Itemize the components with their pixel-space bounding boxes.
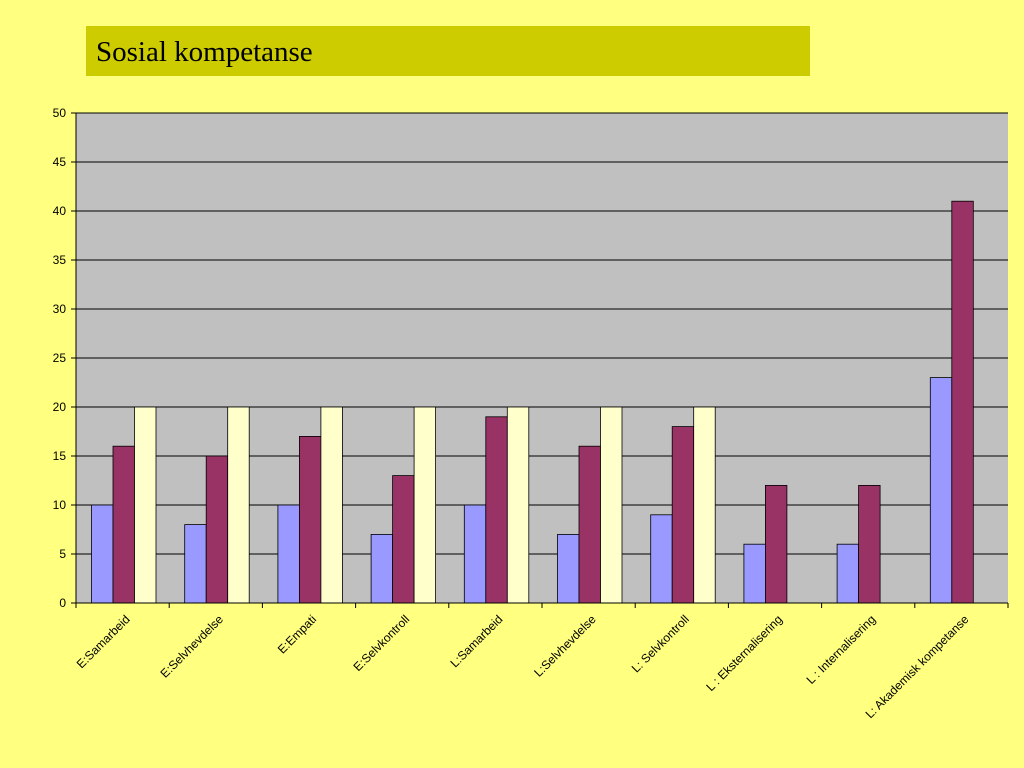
x-tick-label: E:Selvkontroll [351, 612, 413, 674]
y-tick-label: 10 [53, 498, 67, 512]
bar [298, 435, 322, 604]
bar [836, 543, 859, 604]
bar [277, 504, 300, 604]
bar [743, 543, 766, 604]
y-tick-label: 25 [53, 351, 67, 365]
x-tick-label: L : Eksternalisering [703, 612, 785, 694]
x-tick-label: L:Samarbeid [448, 612, 506, 670]
bar [320, 406, 343, 604]
y-tick-label: 40 [53, 204, 67, 218]
bar [392, 475, 415, 604]
bar [112, 445, 135, 604]
bar [671, 426, 695, 604]
bar [227, 406, 250, 604]
x-tick-label: E:Samarbeid [74, 612, 133, 671]
bar [205, 455, 229, 604]
bar [370, 534, 394, 604]
bar [929, 377, 953, 604]
bar [650, 514, 673, 604]
bar [693, 406, 716, 604]
bar [557, 534, 580, 604]
x-tick-label: E:Selvhevdelse [158, 612, 227, 681]
y-tick-label: 20 [53, 400, 67, 414]
bar [463, 504, 487, 604]
y-tick-label: 35 [53, 253, 67, 267]
x-tick-label: L: Selvkontroll [629, 612, 692, 675]
bar [134, 406, 157, 604]
x-tick-label: L:Selvhevdelse [531, 612, 599, 680]
title-banner: Sosial kompetanse [86, 26, 810, 76]
x-tick-label: L : Internalisering [804, 612, 879, 687]
slide-title: Sosial kompetanse [96, 36, 313, 68]
bar [91, 504, 114, 604]
bar [184, 524, 207, 604]
y-tick-label: 50 [53, 106, 67, 120]
y-tick-label: 30 [53, 302, 67, 316]
bar [600, 406, 623, 604]
bar [858, 484, 881, 604]
y-tick-label: 5 [59, 547, 66, 561]
y-tick-label: 45 [53, 155, 67, 169]
bar [485, 416, 508, 604]
y-tick-label: 15 [53, 449, 67, 463]
bar [413, 406, 437, 604]
x-tick-label: L: Akademisk kompetanse [863, 612, 972, 721]
x-tick-label: E:Empati [275, 612, 319, 656]
bar [951, 200, 974, 604]
bar [765, 484, 788, 604]
bar [506, 406, 530, 604]
y-tick-label: 0 [59, 596, 66, 610]
bar [578, 445, 601, 604]
